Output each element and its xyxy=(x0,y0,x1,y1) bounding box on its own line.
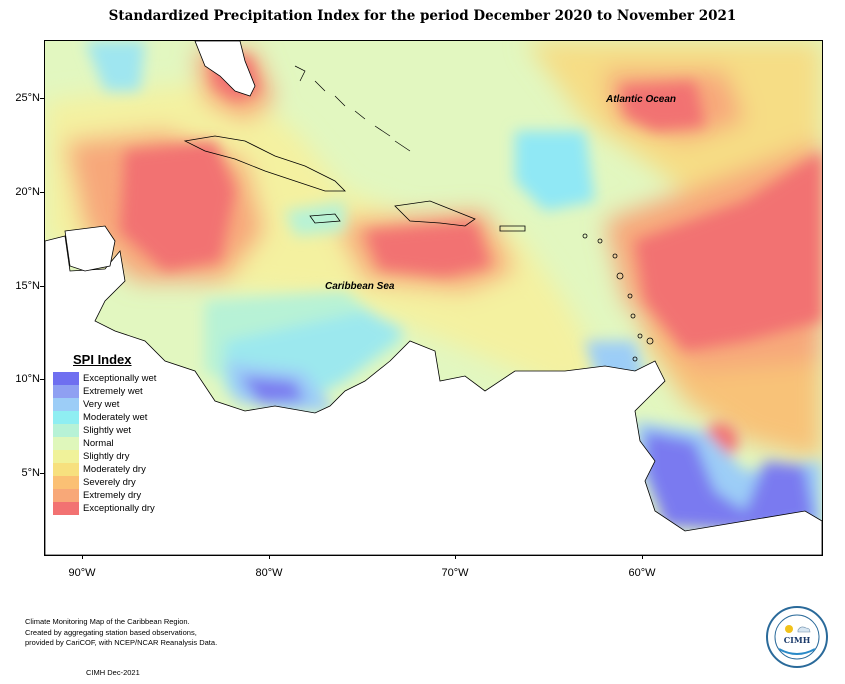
legend-item: Exceptionally wet xyxy=(53,372,173,385)
legend-swatch xyxy=(53,502,79,515)
legend-item: Extremely wet xyxy=(53,385,173,398)
spi-exceptionally-dry-core xyxy=(635,151,822,351)
legend-swatch xyxy=(53,385,79,398)
lat-tick xyxy=(40,286,44,287)
cuba-outline xyxy=(183,135,346,192)
legend-label: Exceptionally dry xyxy=(83,503,155,514)
cimh-logo: CIMH xyxy=(765,605,829,669)
legend-label: Exceptionally wet xyxy=(83,373,157,384)
legend-item: Exceptionally dry xyxy=(53,502,173,515)
lon-label-90w: 90°W xyxy=(68,567,96,579)
legend-label: Moderately wet xyxy=(83,412,148,423)
footer-notes: Climate Monitoring Map of the Caribbean … xyxy=(25,617,285,649)
lon-label-60w: 60°W xyxy=(628,567,656,579)
legend-label: Extremely wet xyxy=(83,386,143,397)
lat-tick xyxy=(40,379,44,380)
legend-swatch xyxy=(53,411,79,424)
lat-label-20n: 20°N xyxy=(15,186,40,198)
yucatan-land xyxy=(64,225,116,272)
legend-label: Extremely dry xyxy=(83,490,142,501)
legend-item: Very wet xyxy=(53,398,173,411)
caribbean-sea-label: Caribbean Sea xyxy=(325,281,395,292)
spi-map-canvas xyxy=(45,41,822,555)
legend-item: Severely dry xyxy=(53,476,173,489)
puerto-rico-outline xyxy=(499,225,526,232)
legend-swatch xyxy=(53,450,79,463)
legend-rows: Exceptionally wet Extremely wet Very wet Mo… xyxy=(53,372,173,515)
footer-line: Created by aggregating station based obs… xyxy=(25,627,197,637)
jamaica-outline xyxy=(309,213,341,224)
bahamas-outlines xyxy=(294,65,411,152)
footer-line: Climate Monitoring Map of the Caribbean … xyxy=(25,617,190,626)
lat-label-5n: 5°N xyxy=(21,467,40,479)
legend-swatch xyxy=(53,463,79,476)
lat-label-25n: 25°N xyxy=(15,92,40,104)
legend-swatch xyxy=(53,437,79,450)
lat-label-10n: 10°N xyxy=(15,373,40,385)
spi-moderately-wet-zone xyxy=(515,131,595,211)
spi-exceptionally-wet-zone xyxy=(240,376,305,403)
legend-label: Moderately dry xyxy=(83,464,146,475)
footer-line: provided by CariCOF, with NCEP/NCAR Rean… xyxy=(25,638,218,647)
spi-moderately-wet-zone xyxy=(85,41,145,91)
lesser-antilles-outlines xyxy=(582,233,654,362)
legend-swatch xyxy=(53,372,79,385)
spi-legend: SPI Index Exceptionally wet Extremely wet… xyxy=(53,352,173,515)
spi-exceptionally-wet-zone xyxy=(645,431,815,531)
svg-text:CIMH: CIMH xyxy=(784,635,811,645)
lat-label-15n: 15°N xyxy=(15,280,40,292)
legend-label: Severely dry xyxy=(83,477,136,488)
cimh-logo-icon: CIMH xyxy=(766,606,828,668)
legend-swatch xyxy=(53,424,79,437)
lon-tick xyxy=(642,555,643,559)
lat-tick xyxy=(40,192,44,193)
landmasses xyxy=(45,41,822,555)
legend-label: Slightly wet xyxy=(83,425,132,436)
lon-label-70w: 70°W xyxy=(441,567,469,579)
legend-title: SPI Index xyxy=(73,352,132,367)
spi-exceptionally-dry-core xyxy=(620,81,705,131)
hispaniola-outline xyxy=(394,200,476,227)
spi-slightly-wet-zone xyxy=(285,201,345,236)
legend-swatch xyxy=(53,476,79,489)
legend-label: Normal xyxy=(83,438,114,449)
spi-exceptionally-dry-core xyxy=(365,221,490,276)
south-america-central-america-land xyxy=(45,235,822,555)
spi-exceptionally-dry-core xyxy=(120,141,235,271)
legend-swatch xyxy=(53,489,79,502)
legend-label: Slightly dry xyxy=(83,451,130,462)
legend-item: Normal xyxy=(53,437,173,450)
lon-label-80w: 80°W xyxy=(255,567,283,579)
lat-tick xyxy=(40,98,44,99)
spi-map xyxy=(44,40,823,556)
lon-tick xyxy=(82,555,83,559)
spi-core-field xyxy=(85,41,822,531)
legend-swatch xyxy=(53,398,79,411)
florida-land xyxy=(194,41,256,97)
legend-item: Extremely dry xyxy=(53,489,173,502)
legend-item: Slightly wet xyxy=(53,424,173,437)
legend-item: Slightly dry xyxy=(53,450,173,463)
lon-tick xyxy=(269,555,270,559)
atlantic-ocean-label: Atlantic Ocean xyxy=(606,94,677,105)
legend-label: Very wet xyxy=(83,399,120,410)
map-title: Standardized Precipitation Index for the… xyxy=(108,8,737,24)
footer-date: CIMH Dec-2021 xyxy=(86,668,140,677)
legend-item: Moderately dry xyxy=(53,463,173,476)
legend-item: Moderately wet xyxy=(53,411,173,424)
lat-tick xyxy=(40,473,44,474)
lon-tick xyxy=(455,555,456,559)
